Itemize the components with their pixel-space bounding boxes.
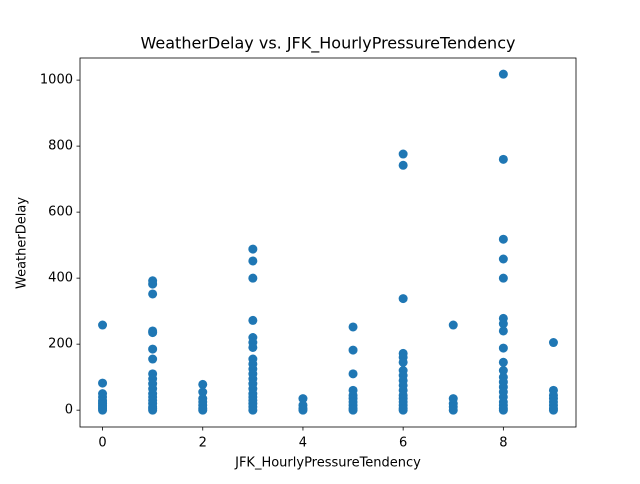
point [148,328,158,338]
point [498,234,508,244]
x-tick-label: 8 [499,436,507,451]
point [148,289,158,299]
point [498,69,508,79]
point [198,405,208,415]
x-tick-label: 6 [399,436,407,451]
chart-title: WeatherDelay vs. JFK_HourlyPressureTende… [141,34,516,54]
point [498,154,508,164]
point [98,405,108,415]
point [398,405,408,415]
point [398,357,408,367]
point [348,322,358,332]
point [548,405,558,415]
point [248,405,258,415]
point [498,254,508,264]
y-tick-label: 1000 [40,73,73,88]
point [498,326,508,336]
y-tick-label: 200 [48,337,73,352]
point [448,320,458,330]
point [298,405,308,415]
point [248,273,258,283]
x-tick-label: 2 [199,436,207,451]
point [398,294,408,304]
point [148,354,158,364]
point [398,160,408,170]
point [198,379,208,389]
x-tick-label: 0 [98,436,106,451]
point [548,338,558,348]
point [348,405,358,415]
y-tick-label: 800 [48,139,73,154]
point [298,394,308,404]
point [248,256,258,266]
plot-frame [79,57,577,428]
point [98,320,108,330]
point [348,369,358,379]
point [198,387,208,397]
x-axis-label: JFK_HourlyPressureTendency [234,456,421,471]
y-tick-label: 0 [65,403,73,418]
point [448,405,458,415]
y-axis-label: WeatherDelay [15,197,30,289]
point [98,378,108,388]
point [498,405,508,415]
point [148,405,158,415]
y-tick-label: 600 [48,205,73,220]
point [498,357,508,367]
point [498,343,508,353]
point [248,342,258,352]
point [498,366,508,376]
point [148,344,158,354]
point [248,315,258,325]
point [498,273,508,283]
point [498,319,508,329]
x-tick-label: 4 [299,436,307,451]
y-tick-label: 400 [48,271,73,286]
point [348,345,358,355]
point [248,244,258,254]
point [398,149,408,159]
point [148,279,158,289]
